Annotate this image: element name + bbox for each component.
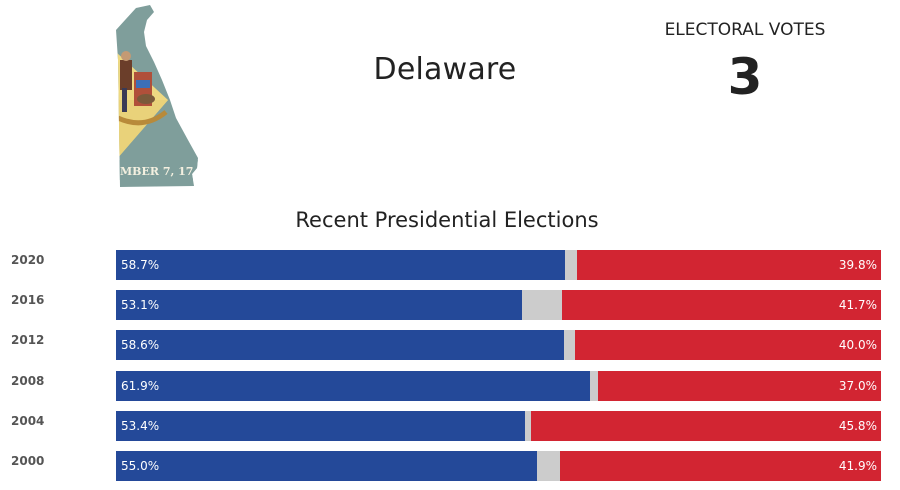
- democratic-share-bar: 61.9%: [116, 370, 590, 401]
- other-share-bar: [524, 410, 531, 441]
- election-row: 2008 61.9% 37.0%: [0, 369, 900, 401]
- election-row: 2000 55.0% 41.9%: [0, 449, 900, 481]
- republican-share-label: 37.0%: [838, 378, 877, 393]
- republican-share-bar: 41.7%: [561, 290, 881, 321]
- other-share-bar: [536, 451, 561, 481]
- republican-share-label: 41.7%: [838, 298, 877, 313]
- electoral-votes-value: 3: [727, 48, 763, 106]
- election-result-bar: 53.4% 45.8%: [116, 410, 881, 441]
- republican-share-bar: 41.9%: [560, 451, 881, 481]
- election-result-bar: 61.9% 37.0%: [116, 370, 881, 401]
- election-year-label: 2000: [11, 454, 45, 468]
- democratic-share-label: 53.4%: [121, 418, 160, 433]
- election-row: 2004 53.4% 45.8%: [0, 409, 900, 441]
- delaware-flag-shape-icon: MBER 7, 17: [116, 5, 198, 187]
- electoral-votes-label: ELECTORAL VOTES: [664, 20, 826, 40]
- election-result-bar: 53.1% 41.7%: [116, 290, 881, 321]
- state-flag-map: MBER 7, 17: [110, 0, 210, 190]
- democratic-share-label: 55.0%: [121, 459, 160, 473]
- republican-share-label: 39.8%: [838, 258, 877, 272]
- election-result-bar: 55.0% 41.9%: [116, 451, 881, 481]
- election-year-label: 2008: [11, 373, 45, 388]
- republican-share-bar: 40.0%: [574, 330, 881, 361]
- election-year-label: 2016: [11, 293, 45, 308]
- other-share-bar: [522, 290, 562, 321]
- republican-share-label: 40.0%: [838, 338, 877, 353]
- other-share-bar: [564, 330, 575, 361]
- democratic-share-bar: 58.7%: [116, 250, 566, 280]
- election-year-label: 2020: [11, 253, 45, 267]
- election-result-bar: 58.6% 40.0%: [116, 330, 881, 361]
- democratic-share-label: 53.1%: [121, 298, 160, 313]
- republican-share-label: 41.9%: [838, 459, 877, 473]
- democratic-share-label: 58.6%: [121, 338, 160, 353]
- election-year-label: 2004: [11, 413, 45, 428]
- democratic-share-label: 58.7%: [121, 258, 160, 272]
- republican-share-bar: 37.0%: [597, 370, 881, 401]
- chart-title: Recent Presidential Elections: [295, 208, 599, 232]
- election-result-bar: 58.7% 39.8%: [116, 250, 881, 280]
- state-name: Delaware: [373, 52, 517, 87]
- democratic-share-label: 61.9%: [121, 378, 160, 393]
- election-year-label: 2012: [11, 333, 45, 348]
- democratic-share-bar: 53.4%: [116, 410, 525, 441]
- republican-share-label: 45.8%: [838, 418, 877, 433]
- election-row: 2020 58.7% 39.8%: [0, 248, 900, 280]
- democratic-share-bar: 53.1%: [116, 290, 523, 321]
- republican-share-bar: 45.8%: [530, 410, 881, 441]
- election-row: 2016 53.1% 41.7%: [0, 288, 900, 321]
- other-share-bar: [589, 370, 598, 401]
- democratic-share-bar: 55.0%: [116, 451, 537, 481]
- other-share-bar: [565, 250, 577, 280]
- democratic-share-bar: 58.6%: [116, 330, 565, 361]
- election-row: 2012 58.6% 40.0%: [0, 328, 900, 361]
- republican-share-bar: 39.8%: [576, 250, 881, 280]
- flag-banner-text: MBER 7, 17: [120, 165, 193, 178]
